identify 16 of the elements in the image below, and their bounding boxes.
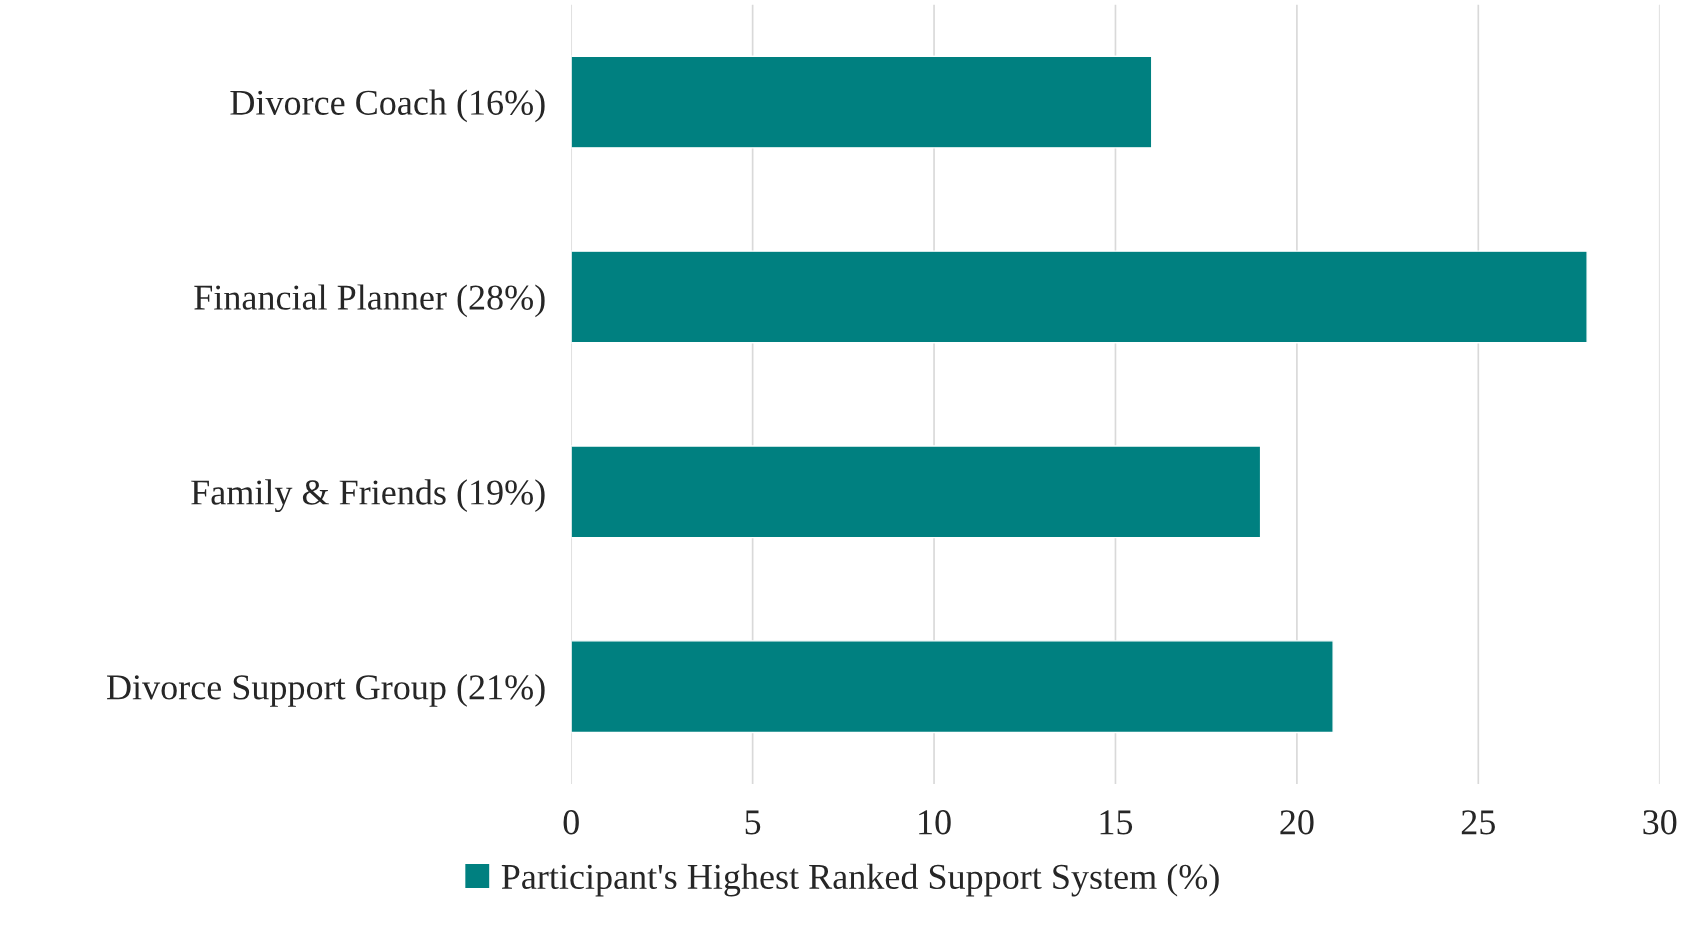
bar xyxy=(571,250,1588,344)
bar xyxy=(571,445,1262,539)
legend-label: Participant's Highest Ranked Support System (%) xyxy=(501,863,1219,897)
y-tick-label: Divorce Coach (16%) xyxy=(230,89,545,123)
y-tick-label: Divorce Support Group (21%) xyxy=(107,674,545,707)
y-tick-label: Financial Planner (28%) xyxy=(194,284,545,318)
y-tick-label: Family & Friends (19%) xyxy=(191,479,545,513)
x-tick-label: 20 xyxy=(1280,810,1314,835)
x-tick-label: 10 xyxy=(919,810,951,835)
x-tick-label: 0 xyxy=(563,810,579,835)
x-tick-label: 15 xyxy=(1100,810,1133,835)
x-tick-label: 5 xyxy=(745,810,761,835)
x-tick-label: 25 xyxy=(1461,810,1495,835)
bar xyxy=(571,640,1334,734)
x-tick-label: 30 xyxy=(1643,810,1677,835)
bar xyxy=(571,55,1153,149)
